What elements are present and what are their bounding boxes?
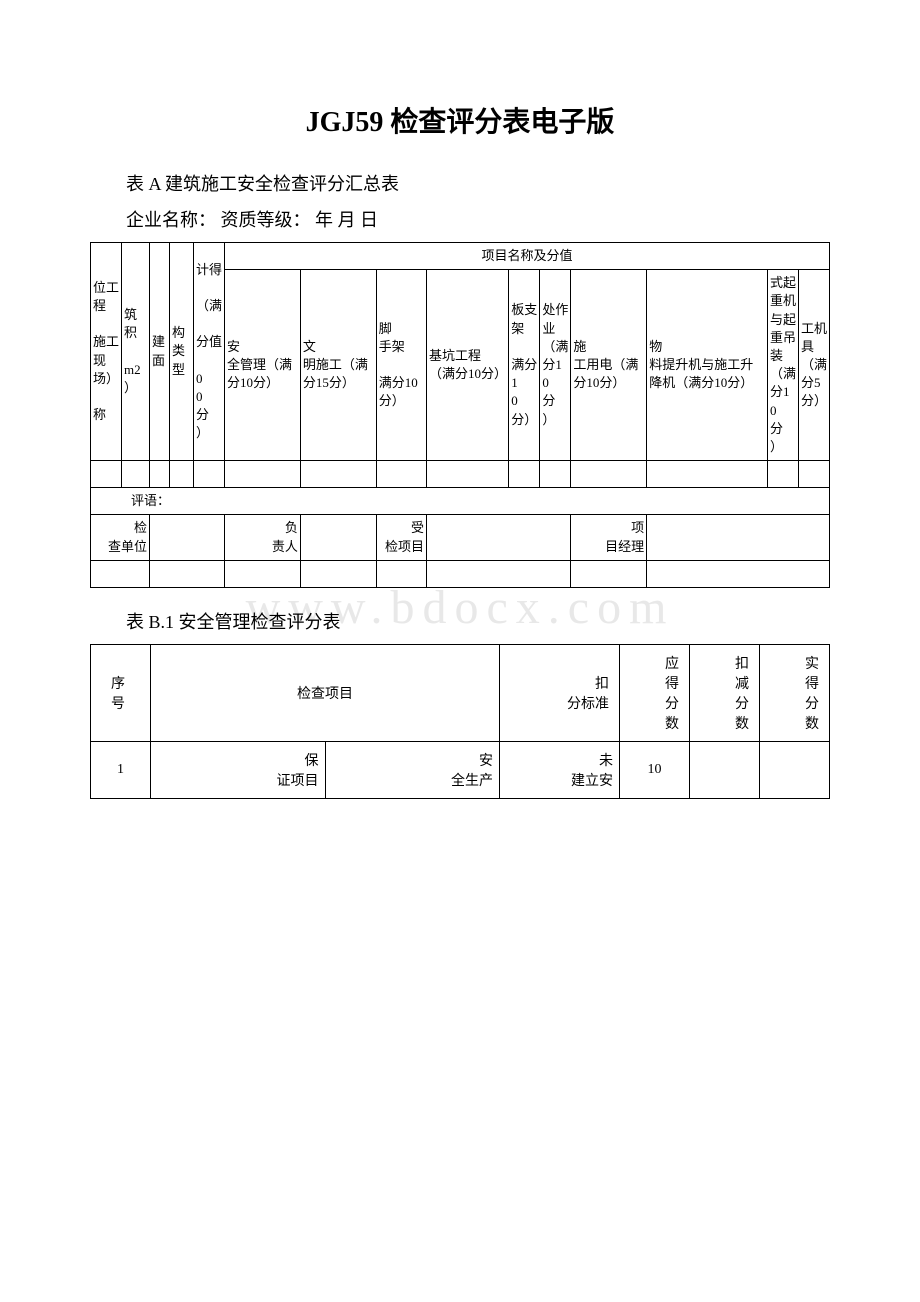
comment-label: 评语： (131, 493, 170, 508)
footer-label: 项目经理 (571, 515, 647, 560)
col-header: 应得分数 (620, 645, 690, 742)
table-row: 评语： (91, 488, 830, 515)
cell (647, 515, 830, 560)
col-header: 基坑工程（满分10分） (427, 270, 509, 461)
page-title: JGJ59 检查评分表电子版 (90, 100, 830, 140)
cell (760, 742, 830, 799)
cell (91, 560, 150, 587)
col-header: 位工程 施工现场） 称 (91, 243, 122, 461)
cell (122, 461, 150, 488)
cell: 1 (91, 742, 151, 799)
table-a-title: 表 A 建筑施工安全检查评分汇总表 (90, 170, 830, 196)
cell (571, 560, 647, 587)
col-header: 施工用电（满分10分） (571, 270, 647, 461)
col-header: 处作业（满分10分） (540, 270, 571, 461)
cell (91, 461, 122, 488)
cell (799, 461, 830, 488)
col-header: 扣减分数 (690, 645, 760, 742)
col-header: 安全管理（满分10分） (225, 270, 301, 461)
table-b-title: 表 B.1 安全管理检查评分表 (90, 608, 830, 634)
cell (194, 461, 225, 488)
col-header: 实得分数 (760, 645, 830, 742)
table-row (91, 461, 830, 488)
col-header: 物料提升机与施工升降机（满分10分） (647, 270, 768, 461)
cell (150, 515, 225, 560)
col-header: 建面 (150, 243, 170, 461)
col-header: 序号 (91, 645, 151, 742)
cell: 安全生产 (325, 742, 500, 799)
cell (376, 560, 426, 587)
cell: 未建立安 (500, 742, 620, 799)
footer-label: 检查单位 (91, 515, 150, 560)
cell (300, 461, 376, 488)
cell (150, 560, 225, 587)
cell: 10 (620, 742, 690, 799)
cell (427, 515, 571, 560)
cell (647, 560, 830, 587)
col-header: 工机具（满分5分） (799, 270, 830, 461)
table-row: 序号 检查项目 扣分标准 应得分数 扣减分数 实得分数 (91, 645, 830, 742)
col-header: 脚手架 满分10分） (376, 270, 426, 461)
cell (509, 461, 540, 488)
header-merged: 项目名称及分值 (225, 243, 830, 270)
cell (647, 461, 768, 488)
footer-label: 负责人 (225, 515, 301, 560)
table-row (91, 560, 830, 587)
table-row: 位工程 施工现场） 称 筑积 m2） 建面 构类型 计得 （满 分值 00分） … (91, 243, 830, 270)
cell (571, 461, 647, 488)
cell (376, 461, 426, 488)
cell (427, 461, 509, 488)
cell (768, 461, 799, 488)
cell (300, 515, 376, 560)
table-row: 1 保证项目 安全生产 未建立安 10 (91, 742, 830, 799)
col-header: 计得 （满 分值 00分） (194, 243, 225, 461)
col-header: 式起重机与起重吊装（满分10分） (768, 270, 799, 461)
cell (300, 560, 376, 587)
cell (150, 461, 170, 488)
table-b: 序号 检查项目 扣分标准 应得分数 扣减分数 实得分数 1 保证项目 安全生产 … (90, 644, 830, 799)
cell (690, 742, 760, 799)
cell: 保证项目 (151, 742, 326, 799)
cell (225, 461, 301, 488)
cell (225, 560, 301, 587)
cell (170, 461, 194, 488)
col-header: 文明施工（满分15分） (300, 270, 376, 461)
col-header: 扣分标准 (500, 645, 620, 742)
col-header: 板支架 满分10分） (509, 270, 540, 461)
col-header: 检查项目 (151, 645, 500, 742)
col-header: 筑积 m2） (122, 243, 150, 461)
table-row: 检查单位 负责人 受检项目 项目经理 (91, 515, 830, 560)
comment-cell: 评语： (91, 488, 830, 515)
cell (540, 461, 571, 488)
info-line: 企业名称： 资质等级： 年 月 日 (90, 206, 830, 232)
cell (427, 560, 571, 587)
footer-label: 受检项目 (376, 515, 426, 560)
table-a: 位工程 施工现场） 称 筑积 m2） 建面 构类型 计得 （满 分值 00分） … (90, 242, 830, 588)
col-header: 构类型 (170, 243, 194, 461)
